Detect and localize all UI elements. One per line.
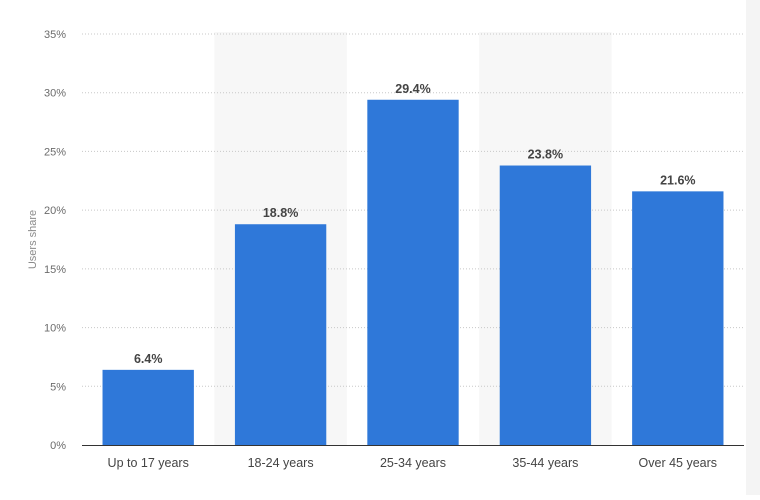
y-tick-label: 30% (44, 88, 66, 100)
data-label: 29.4% (395, 82, 430, 96)
x-category-label: 18-24 years (248, 456, 314, 470)
x-category-label: Over 45 years (639, 456, 718, 470)
bar[interactable] (632, 191, 724, 445)
data-label: 23.8% (528, 148, 563, 162)
y-tick-label: 25% (44, 146, 66, 158)
data-label: 6.4% (134, 352, 163, 366)
y-tick-label: 0% (50, 440, 66, 452)
y-tick-label: 10% (44, 323, 66, 335)
bar[interactable] (499, 165, 592, 445)
y-tick-label: 20% (44, 205, 66, 217)
x-category-label: 35-44 years (512, 456, 578, 470)
bar[interactable] (234, 224, 327, 445)
bar[interactable] (367, 99, 459, 445)
bars (102, 99, 724, 445)
y-tick-label: 35% (44, 29, 66, 41)
right-edge-panel (746, 0, 760, 495)
y-axis-title: Users share (27, 210, 39, 269)
data-labels: 6.4% 18.8% 29.4% 23.8% 21.6% (134, 82, 696, 366)
bar[interactable] (102, 369, 194, 445)
y-tick-label: 5% (50, 381, 66, 393)
x-axis-categories: Up to 17 years 18-24 years 25-34 years 35-4… (108, 456, 718, 470)
x-category-label: Up to 17 years (108, 456, 189, 470)
data-label: 21.6% (660, 173, 695, 187)
y-axis-ticks: 0% 5% 10% 15% 20% 25% 30% 35% (44, 29, 66, 452)
y-tick-label: 15% (44, 264, 66, 276)
data-label: 18.8% (263, 206, 298, 220)
x-category-label: 25-34 years (380, 456, 446, 470)
